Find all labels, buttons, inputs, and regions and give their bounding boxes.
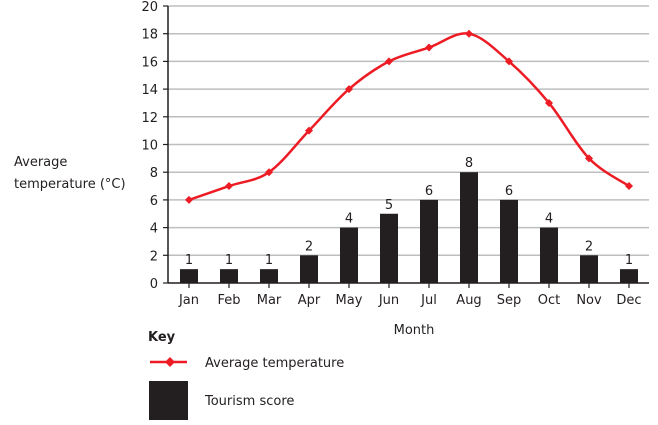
temperature-point bbox=[225, 182, 233, 191]
gridlines bbox=[168, 5, 649, 257]
y-tick-label: 2 bbox=[150, 249, 158, 264]
x-tick-label: Apr bbox=[298, 293, 321, 308]
legend-bar-swatch bbox=[149, 381, 188, 420]
y-tick-label: 16 bbox=[141, 55, 158, 70]
y-tick-label: 6 bbox=[150, 194, 158, 209]
bar-data-label: 1 bbox=[625, 253, 633, 268]
legend-title: Key bbox=[148, 330, 176, 345]
bar-data-label: 4 bbox=[345, 212, 353, 227]
bar-data-label: 2 bbox=[585, 239, 593, 254]
legend-label-tourism: Tourism score bbox=[204, 394, 294, 409]
y-tick-label: 8 bbox=[150, 166, 158, 181]
x-tick-label: Oct bbox=[538, 293, 560, 308]
temperature-point bbox=[465, 29, 473, 38]
y-tick-label: 18 bbox=[141, 28, 158, 43]
x-tick-label: May bbox=[336, 293, 363, 308]
bar bbox=[460, 172, 478, 283]
temperature-point bbox=[545, 98, 553, 107]
y-tick-labels: 0 2 4 6 8 10 12 14 16 18 20 bbox=[141, 0, 158, 292]
temperature-point bbox=[625, 182, 633, 191]
bar-data-labels: 1 1 1 2 4 5 6 8 6 4 2 1 bbox=[185, 156, 633, 268]
bar-data-label: 1 bbox=[225, 253, 233, 268]
bar bbox=[580, 255, 598, 283]
legend-label-temperature: Average temperature bbox=[205, 356, 344, 371]
legend: Key Average temperature Tourism score bbox=[148, 330, 344, 420]
temperature-line bbox=[185, 29, 633, 204]
bar bbox=[180, 269, 198, 283]
temperature-point bbox=[265, 168, 273, 177]
x-tick-label: Jan bbox=[178, 293, 199, 308]
bar-data-label: 5 bbox=[385, 198, 393, 213]
temperature-point bbox=[305, 126, 313, 135]
x-tick-label: Mar bbox=[257, 293, 282, 308]
bars bbox=[180, 172, 638, 283]
bar-data-label: 1 bbox=[185, 253, 193, 268]
temperature-point bbox=[425, 43, 433, 52]
bar bbox=[380, 213, 398, 283]
temperature-point bbox=[505, 57, 513, 66]
y-axis-label: Average bbox=[14, 155, 67, 170]
x-tick-label: Dec bbox=[616, 293, 641, 308]
bar-data-label: 6 bbox=[505, 184, 513, 199]
temperature-line-path bbox=[188, 32, 630, 202]
y-tick-label: 4 bbox=[150, 222, 158, 237]
bar bbox=[300, 255, 318, 283]
x-tick-label: Sep bbox=[497, 293, 522, 308]
x-axis-label: Month bbox=[394, 323, 435, 338]
x-tick-label: Feb bbox=[217, 293, 240, 308]
y-tick-label: 12 bbox=[141, 111, 158, 126]
bar bbox=[420, 199, 438, 283]
bar-data-label: 4 bbox=[545, 212, 553, 227]
bar-data-label: 1 bbox=[265, 253, 273, 268]
bar bbox=[620, 269, 638, 283]
temperature-point bbox=[185, 195, 193, 204]
x-tick-label: Jun bbox=[378, 293, 399, 308]
x-tick-label: Nov bbox=[576, 293, 602, 308]
y-tick-label: 10 bbox=[141, 139, 158, 154]
axes bbox=[163, 5, 649, 288]
temperature-point bbox=[585, 154, 593, 163]
y-tick-label: 14 bbox=[141, 83, 158, 98]
bar-data-label: 6 bbox=[425, 184, 433, 199]
bar bbox=[500, 199, 518, 283]
y-tick-label: 20 bbox=[141, 0, 158, 15]
legend-diamond-icon bbox=[165, 357, 175, 367]
y-tick-label: 0 bbox=[150, 277, 158, 292]
bar-data-label: 8 bbox=[465, 156, 473, 171]
y-axis-label-2: temperature (°C) bbox=[14, 177, 126, 192]
bar bbox=[340, 227, 358, 283]
bar-data-label: 2 bbox=[305, 239, 313, 254]
temperature-point bbox=[345, 85, 353, 94]
x-tick-labels: Jan Feb Mar Apr May Jun Jul Aug Sep Oct Nov Dec bbox=[178, 293, 642, 308]
bar bbox=[220, 269, 238, 283]
x-tick-label: Aug bbox=[456, 293, 481, 308]
bar bbox=[260, 269, 278, 283]
temperature-point bbox=[385, 57, 393, 66]
x-tick-label: Jul bbox=[420, 293, 437, 308]
bar bbox=[540, 227, 558, 283]
